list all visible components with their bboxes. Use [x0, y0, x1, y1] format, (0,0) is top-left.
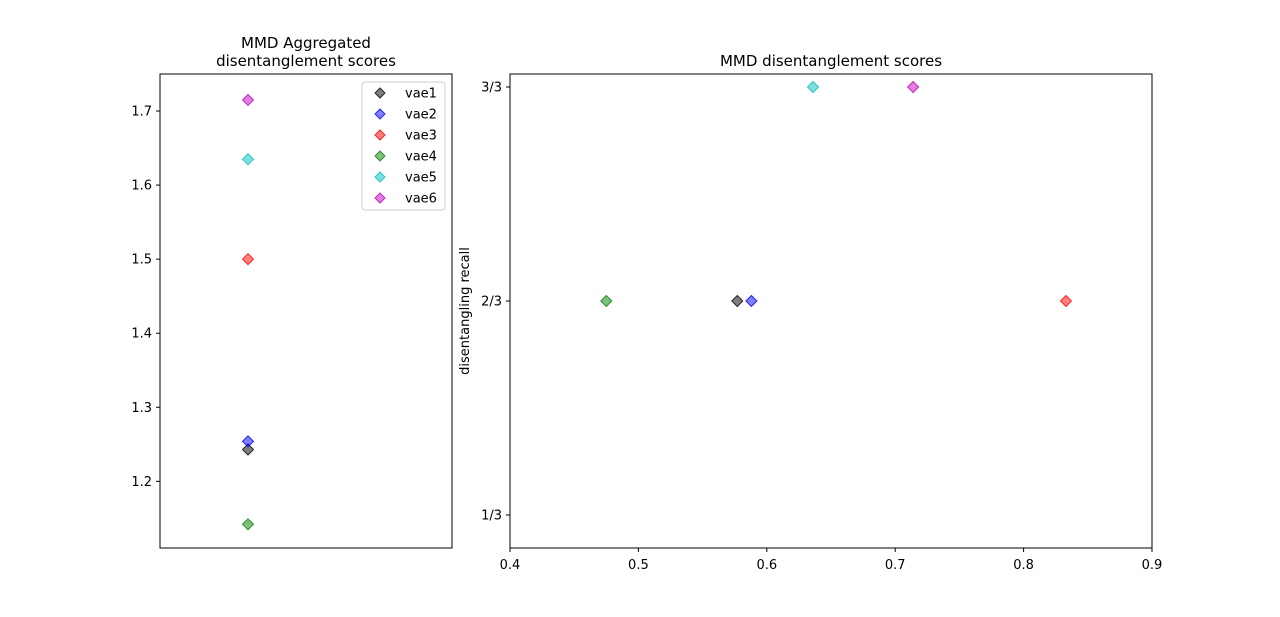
left-plot-frame — [159, 73, 453, 549]
legend-label-vae6: vae6 — [405, 192, 437, 207]
right-y-axis-label: disentangling recall — [458, 247, 473, 375]
point-vae3 — [1059, 294, 1073, 308]
legend-marker-vae4 — [374, 150, 386, 162]
legend-label-vae3: vae3 — [405, 129, 437, 144]
left-y-tick-label: 1.7 — [131, 105, 152, 120]
point-vae4 — [600, 294, 613, 308]
point-vae5 — [806, 80, 820, 94]
right-x-tick-label: 0.6 — [756, 558, 777, 573]
point-vae6 — [906, 80, 920, 94]
legend: vae1 vae2 vae3 vae4 vae5 vae6 — [361, 81, 446, 211]
left-y-tick-label: 1.5 — [131, 253, 152, 268]
point-vae1 — [241, 443, 255, 456]
left-y-tick-label: 1.3 — [131, 401, 152, 416]
right-x-tick-label: 0.5 — [628, 558, 649, 573]
right-y-tick-label: 1/3 — [481, 509, 502, 524]
right-x-tick-label: 0.4 — [500, 558, 521, 573]
left-y-axis: 1.2 1.3 1.4 1.5 1.6 1.7 — [131, 105, 160, 490]
right-x-tick-label: 0.8 — [1013, 558, 1034, 573]
right-x-tick-label: 0.9 — [1142, 558, 1163, 573]
left-scatter-points — [241, 93, 255, 531]
left-chart: MMD Aggregated disentanglement scores 1.… — [131, 34, 453, 549]
right-chart: MMD disentanglement scores disentangling… — [458, 52, 1162, 573]
legend-marker-vae1 — [374, 87, 386, 99]
right-y-tick-label: 3/3 — [481, 81, 502, 96]
legend-marker-vae2 — [374, 108, 386, 120]
legend-marker-vae6 — [374, 192, 386, 204]
right-x-axis: 0.4 0.5 0.6 0.7 0.8 0.9 — [500, 548, 1163, 573]
left-y-tick-label: 1.2 — [131, 475, 152, 490]
legend-label-vae1: vae1 — [405, 87, 437, 102]
right-x-tick-label: 0.7 — [885, 558, 906, 573]
point-vae1 — [731, 294, 744, 308]
point-vae3 — [241, 252, 255, 266]
point-vae5 — [241, 152, 255, 166]
right-chart-title: MMD disentanglement scores — [720, 52, 942, 70]
legend-marker-vae3 — [374, 129, 386, 141]
legend-label-vae5: vae5 — [405, 171, 437, 186]
right-plot-frame — [509, 73, 1153, 549]
left-chart-title-line2: disentanglement scores — [216, 52, 396, 70]
right-y-tick-label: 2/3 — [481, 295, 502, 310]
legend-marker-vae5 — [374, 171, 386, 183]
legend-label-vae4: vae4 — [405, 150, 437, 165]
right-scatter-points — [600, 80, 1073, 308]
point-vae2 — [745, 294, 758, 308]
point-vae4 — [241, 518, 255, 531]
right-y-axis: 1/3 2/3 3/3 — [481, 81, 510, 524]
left-chart-title-line1: MMD Aggregated — [241, 34, 371, 52]
point-vae2 — [241, 435, 255, 448]
point-vae6 — [241, 93, 255, 107]
left-y-tick-label: 1.6 — [131, 179, 152, 194]
legend-label-vae2: vae2 — [405, 108, 437, 123]
left-y-tick-label: 1.4 — [131, 327, 152, 342]
